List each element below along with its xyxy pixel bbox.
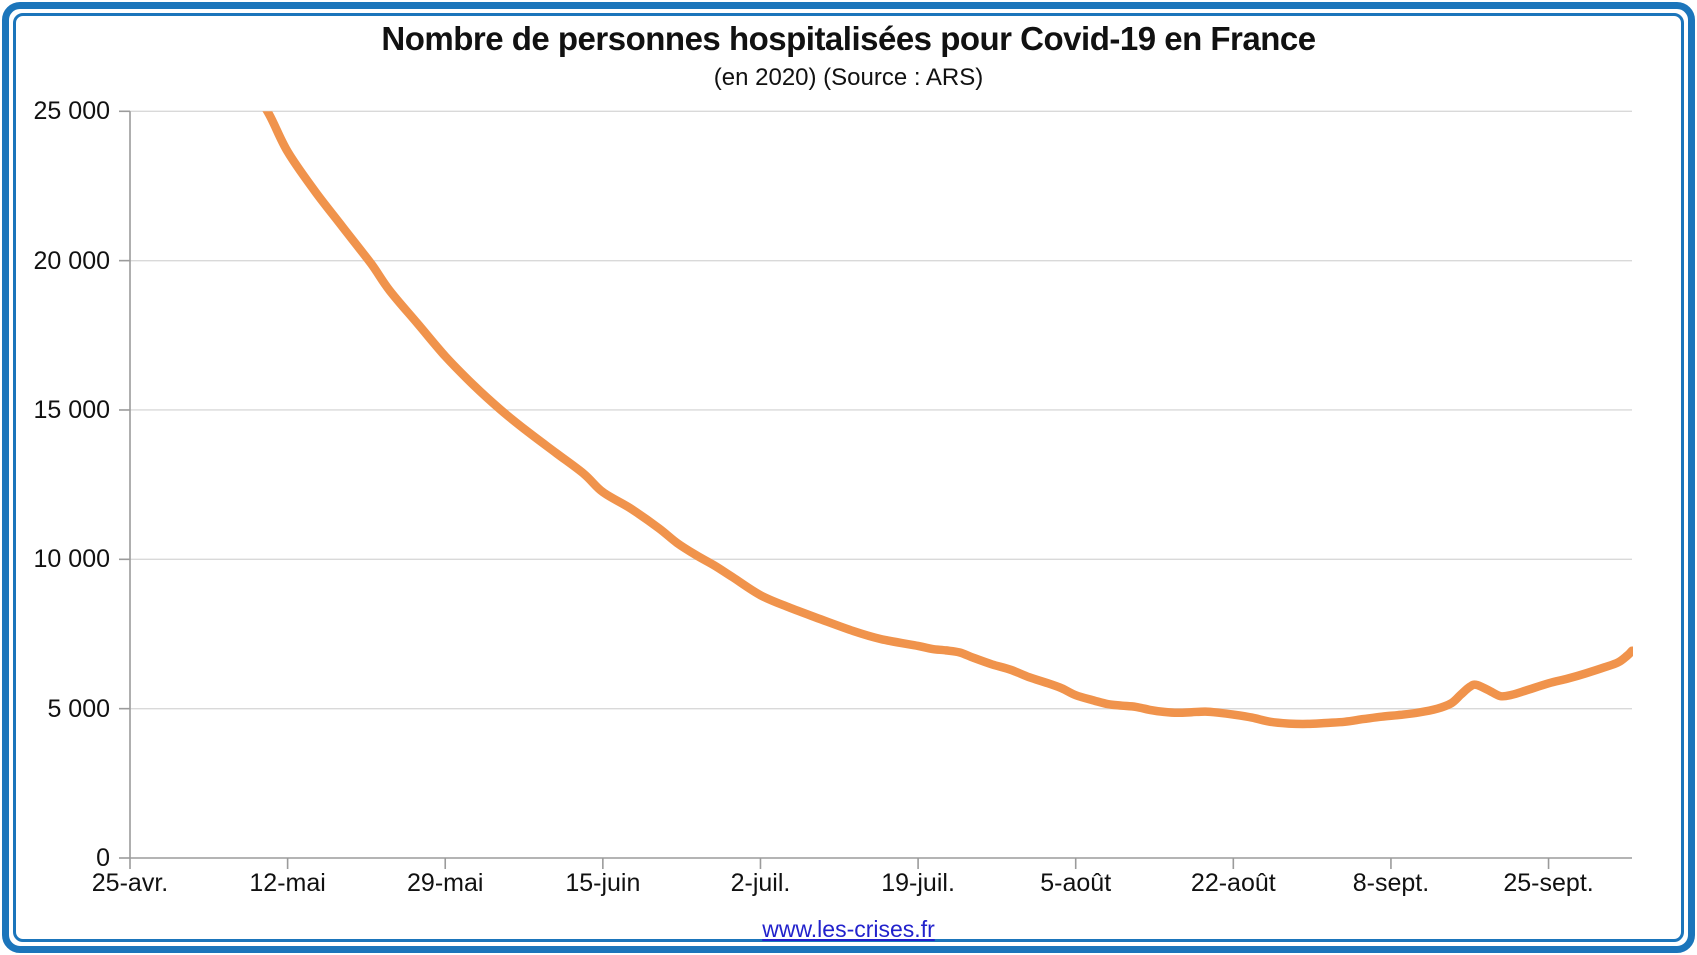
y-axis-label: 10 000 bbox=[33, 545, 110, 574]
x-axis-label: 25-avr. bbox=[91, 869, 169, 897]
x-axis-label: 29-mai bbox=[407, 869, 484, 897]
hospitalisations-line-series bbox=[262, 111, 1633, 729]
footer: www.les-crises.fr bbox=[0, 916, 1697, 943]
x-axis-label: 19-juil. bbox=[881, 869, 955, 897]
x-axis-label: 5-août bbox=[1040, 869, 1112, 897]
x-axis-label: 22-août bbox=[1190, 869, 1276, 897]
y-axis-label: 0 bbox=[96, 844, 110, 872]
chart-subtitle: (en 2020) (Source : ARS) bbox=[713, 64, 984, 91]
footer-link[interactable]: www.les-crises.fr bbox=[762, 916, 935, 942]
y-axis-label: 25 000 bbox=[33, 97, 110, 126]
y-axis-label: 20 000 bbox=[33, 246, 110, 275]
x-axis-label: 8-sept. bbox=[1352, 869, 1430, 897]
x-axis-label: 15-juin bbox=[565, 869, 641, 897]
y-axis-label: 5 000 bbox=[47, 694, 110, 723]
x-axis-label: 2-juil. bbox=[730, 869, 791, 897]
x-axis-label: 25-sept. bbox=[1503, 869, 1594, 897]
y-axis-label: 15 000 bbox=[33, 395, 110, 424]
chart-title: Nombre de personnes hospitalisées pour C… bbox=[381, 20, 1316, 57]
x-axis-label: 12-mai bbox=[249, 869, 326, 897]
